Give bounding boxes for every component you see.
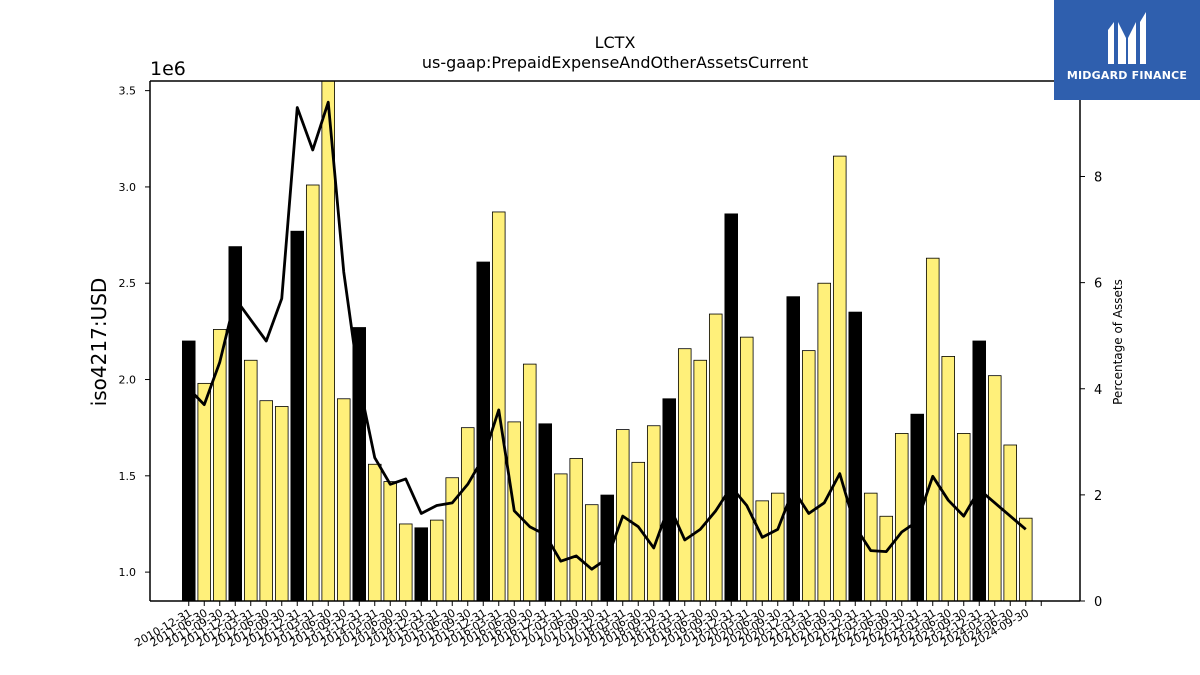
bars-layer xyxy=(181,80,1033,602)
bar-2018-06-30 xyxy=(646,425,661,602)
chart-subtitle: us-gaap:PrepaidExpenseAndOtherAssetsCurr… xyxy=(422,53,808,72)
y2-tick-label: 0 xyxy=(1094,595,1102,610)
midgard-logo: MIDGARD FINANCE xyxy=(1054,0,1200,100)
bar-2021-09-30 xyxy=(848,311,863,602)
percentage-line xyxy=(187,100,1027,571)
y-tick-label: 1.0 xyxy=(119,566,137,579)
bar-2015-09-30 xyxy=(476,261,491,602)
y2-tick-label: 8 xyxy=(1094,171,1102,186)
bar-2022-03-31 xyxy=(879,515,894,602)
bar-2019-03-31 xyxy=(693,359,708,602)
bar-2011-12-31 xyxy=(243,359,258,602)
bar-2014-06-30 xyxy=(398,523,413,602)
bar-2019-09-30 xyxy=(724,213,739,602)
y2-axis-label: Percentage of Assets xyxy=(1111,279,1125,405)
bar-2017-06-30 xyxy=(584,504,599,602)
y-tick-label: 1.5 xyxy=(119,470,137,483)
line-layer xyxy=(187,100,1027,571)
bar-2016-12-31 xyxy=(553,473,568,602)
bar-2014-12-31 xyxy=(429,519,444,602)
bar-2012-03-31 xyxy=(259,400,274,602)
bar-2019-12-31 xyxy=(739,336,754,602)
bar-2013-09-30 xyxy=(352,327,367,602)
chart-title: LCTX xyxy=(595,33,636,52)
bar-2020-09-30 xyxy=(786,296,801,602)
midgard-logo-icon xyxy=(1108,12,1146,64)
y-tick-label: 2.5 xyxy=(119,277,137,290)
y2-tick-label: 2 xyxy=(1094,489,1102,504)
y-tick-label: 3.5 xyxy=(119,85,137,98)
bar-2021-06-30 xyxy=(832,155,847,602)
bar-2020-03-31 xyxy=(755,500,770,602)
bar-2023-09-30 xyxy=(972,340,987,602)
bar-2021-12-31 xyxy=(863,492,878,602)
bar-2014-09-30 xyxy=(414,527,429,602)
bar-2020-06-30 xyxy=(770,492,785,602)
bar-2010-12-31 xyxy=(181,340,196,602)
bar-2015-06-30 xyxy=(460,427,475,602)
bar-2015-12-31 xyxy=(491,211,506,602)
bar-2024-03-31 xyxy=(1003,444,1018,602)
bar-2012-06-30 xyxy=(274,406,289,602)
y-tick-label: 3.0 xyxy=(119,181,137,194)
bar-2022-06-30 xyxy=(894,433,909,602)
bar-2011-03-31 xyxy=(197,382,212,602)
axes-layer: 1.0 1.5 2.0 2.5 3.0 3.5 0 2 4 6 8 xyxy=(119,80,1102,610)
bar-2016-09-30 xyxy=(538,423,553,602)
bar-2019-06-30 xyxy=(708,313,723,602)
bar-2022-12-31 xyxy=(925,257,940,602)
y-tick-label: 2.0 xyxy=(119,374,137,387)
bar-2011-06-30 xyxy=(212,329,227,602)
bar-2023-12-31 xyxy=(987,375,1002,602)
bar-2018-09-30 xyxy=(662,398,677,602)
x-ticks-layer: 2010-12-312011-06-302011-09-302011-12-31… xyxy=(132,601,1042,650)
bar-2012-12-31 xyxy=(305,184,320,602)
logo-text: MIDGARD FINANCE xyxy=(1066,69,1188,82)
bar-2021-03-31 xyxy=(817,282,832,602)
bar-2013-12-31 xyxy=(367,463,382,602)
y-offset-label: 1e6 xyxy=(150,58,186,80)
bar-2018-12-31 xyxy=(677,348,692,602)
bar-2014-03-31 xyxy=(383,481,398,602)
y-axis-label: iso4217:USD xyxy=(87,278,111,407)
bar-2023-03-31 xyxy=(941,356,956,602)
y2-tick-label: 4 xyxy=(1094,383,1102,398)
bar-2020-12-31 xyxy=(801,350,816,602)
bar-2016-06-30 xyxy=(522,363,537,602)
bar-2024-06-30 xyxy=(1018,517,1033,602)
y2-tick-label: 6 xyxy=(1094,277,1102,292)
bar-2012-09-30 xyxy=(290,230,305,602)
bar-2013-06-30 xyxy=(336,398,351,602)
bar-2017-03-31 xyxy=(569,458,584,602)
